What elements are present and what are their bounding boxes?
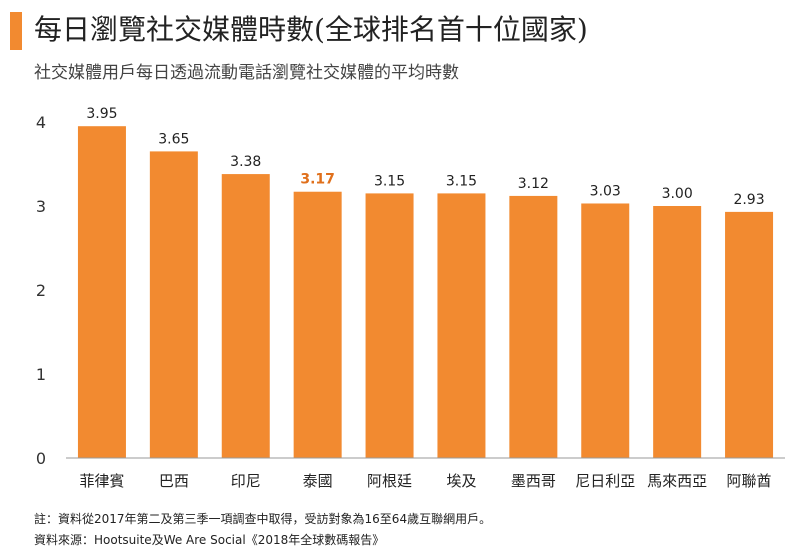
category-label: 馬來西亞 (647, 472, 707, 490)
y-tick-label: 4 (36, 113, 46, 132)
bar (437, 193, 486, 458)
value-label: 2.93 (733, 192, 764, 208)
bar (293, 191, 342, 458)
category-label: 巴西 (159, 472, 189, 490)
y-tick-label: 3 (36, 197, 46, 216)
bar (653, 206, 702, 458)
value-label: 3.15 (374, 173, 405, 189)
value-label: 3.95 (86, 106, 117, 122)
value-label: 3.38 (230, 154, 261, 170)
value-label: 3.03 (590, 183, 621, 199)
value-label: 3.15 (446, 173, 477, 189)
category-label: 阿聯酋 (727, 472, 772, 490)
chart-title: 每日瀏覽社交媒體時數(全球排名首十位國家) (34, 13, 588, 46)
bar (365, 193, 414, 458)
y-tick-label: 1 (36, 365, 46, 384)
title-accent-bar (10, 12, 22, 50)
category-label: 墨西哥 (511, 472, 556, 490)
bar (725, 211, 774, 458)
bar (581, 203, 630, 458)
bar (149, 151, 198, 458)
value-label: 3.65 (158, 131, 189, 147)
category-label: 阿根廷 (367, 472, 412, 490)
value-label: 3.12 (518, 176, 549, 192)
value-label: 3.00 (662, 186, 693, 202)
y-tick-label: 0 (36, 449, 46, 468)
category-label: 菲律賓 (79, 472, 124, 490)
y-tick-label: 2 (36, 281, 46, 300)
category-label: 埃及 (446, 472, 476, 490)
chart-subtitle: 社交媒體用戶每日透過流動電話瀏覽社交媒體的平均時數 (34, 63, 459, 83)
bar (221, 174, 270, 458)
value-label: 3.17 (300, 172, 335, 188)
category-label: 泰國 (303, 472, 333, 490)
bar (77, 126, 126, 458)
footnote: 註：資料從2017年第二及第三季一項調查中取得，受訪對象為16至64歲互聯網用戶… (34, 512, 492, 526)
category-label: 印尼 (231, 472, 261, 490)
bar (509, 195, 558, 459)
source-note: 資料來源：Hootsuite及We Are Social《2018年全球數碼報告… (34, 533, 385, 547)
category-label: 尼日利亞 (575, 472, 635, 490)
